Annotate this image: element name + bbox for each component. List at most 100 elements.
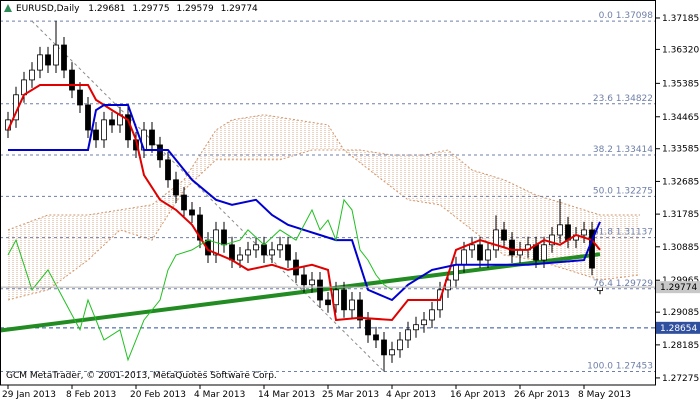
candle-body <box>477 244 483 261</box>
candle-body <box>45 54 51 66</box>
candle-body <box>341 289 347 311</box>
x-tick-label: 8 Feb 2013 <box>66 390 116 400</box>
low-value: 1.29579 <box>176 4 213 14</box>
candle-body <box>53 44 59 66</box>
chart-title: EURUSD,Daily 1.29681 1.29775 1.29579 1.2… <box>16 4 258 14</box>
candle-body <box>189 209 195 216</box>
candle-body <box>333 289 339 306</box>
candle-body <box>365 319 371 336</box>
indicator-line <box>8 104 601 302</box>
candle-body <box>453 264 459 281</box>
fibo-label: 100.0 1.27453 <box>587 361 653 371</box>
y-tick-label: 1.31785 <box>662 210 699 220</box>
candle-body <box>229 244 235 261</box>
indicator-line <box>7 84 601 322</box>
fibo-label: 38.2 1.33414 <box>593 145 653 155</box>
candle-body <box>405 329 411 341</box>
x-tick-label: 25 Mar 2013 <box>322 390 379 400</box>
candle-body <box>541 244 547 261</box>
x-tick-label: 16 Apr 2013 <box>450 390 506 400</box>
cloud-fill <box>8 114 640 300</box>
candle-body <box>317 279 323 301</box>
candle-body <box>549 234 555 246</box>
y-tick-label: 1.27275 <box>662 374 699 384</box>
candle-body <box>29 69 35 81</box>
indicator-line <box>7 198 393 362</box>
candle-body <box>157 144 163 161</box>
cloud-span-a <box>7 114 640 231</box>
candle-body <box>173 179 179 196</box>
candle-body <box>181 194 187 211</box>
y-tick-label: 1.37185 <box>662 14 699 24</box>
candle-body <box>381 339 387 356</box>
candle-body <box>461 249 467 266</box>
candle-body <box>221 229 227 246</box>
candle-body <box>581 229 587 236</box>
symbol: EURUSD,Daily <box>16 4 80 14</box>
x-tick-label: 4 Mar 2013 <box>194 390 245 400</box>
candle-body <box>301 274 307 286</box>
candle-body <box>413 324 419 331</box>
candle-body <box>397 339 403 351</box>
fibo-label: 50.0 1.32275 <box>593 186 653 196</box>
close-value: 1.29774 <box>221 4 258 14</box>
price-level-box <box>656 321 700 334</box>
high-value: 1.29775 <box>132 4 169 14</box>
candle-body <box>509 239 515 256</box>
y-tick-label: 1.30885 <box>662 243 699 253</box>
candle-body <box>501 229 507 241</box>
candle-body <box>261 244 267 256</box>
candle-body <box>309 279 315 286</box>
symbol-icon <box>4 4 12 12</box>
candle-body <box>277 244 283 251</box>
candle-body <box>349 299 355 311</box>
fibo-label: 76.4 1.29729 <box>593 279 653 289</box>
candle-body <box>389 349 395 356</box>
candle-body <box>557 224 563 236</box>
candle-body <box>269 249 275 256</box>
y-tick-label: 1.35385 <box>662 79 699 89</box>
cloud-span-b <box>7 149 641 301</box>
candle-body <box>285 244 291 261</box>
fibo-label: 61.8 1.31137 <box>593 228 653 238</box>
trend-line <box>0 252 601 333</box>
candle-body <box>149 129 155 146</box>
candle-body <box>237 254 243 261</box>
fibo-label: 0.0 1.37098 <box>599 11 654 21</box>
price-level-label: 1.28654 <box>660 324 697 334</box>
candle-body <box>197 214 203 241</box>
candle-body <box>373 334 379 341</box>
candle-body <box>85 104 91 131</box>
x-tick-label: 29 Jan 2013 <box>2 390 56 400</box>
fibo-label: 23.6 1.34822 <box>593 94 653 104</box>
x-tick-label: 8 May 2013 <box>578 390 631 400</box>
x-tick-label: 26 Apr 2013 <box>514 390 570 400</box>
fibo-diagonal <box>31 20 385 372</box>
candle-body <box>93 129 99 141</box>
y-tick-label: 1.28185 <box>662 341 699 351</box>
x-tick-label: 20 Feb 2013 <box>130 390 186 400</box>
candle-body <box>493 229 499 251</box>
candle-body <box>101 119 107 141</box>
candle-body <box>165 159 171 181</box>
y-tick-label: 1.29085 <box>662 308 699 318</box>
candle-body <box>469 244 475 251</box>
open-value: 1.29681 <box>88 4 125 14</box>
candle-body <box>245 249 251 256</box>
candle-body <box>429 309 435 321</box>
candle-body <box>357 299 363 321</box>
candle-body <box>37 54 43 71</box>
x-tick-label: 14 Mar 2013 <box>258 390 315 400</box>
candle-body <box>61 44 67 71</box>
y-tick-label: 1.36320 <box>662 45 699 55</box>
current-price-label: 1.29774 <box>660 283 697 293</box>
footer: GCM MetaTrader, © 2001-2013, MetaQuotes … <box>6 371 277 381</box>
candle-body <box>325 299 331 306</box>
candle-body <box>597 286 603 291</box>
y-tick-label: 1.32685 <box>662 177 699 187</box>
candle-body <box>485 249 491 261</box>
candle-body <box>109 119 115 126</box>
candle-body <box>421 319 427 326</box>
